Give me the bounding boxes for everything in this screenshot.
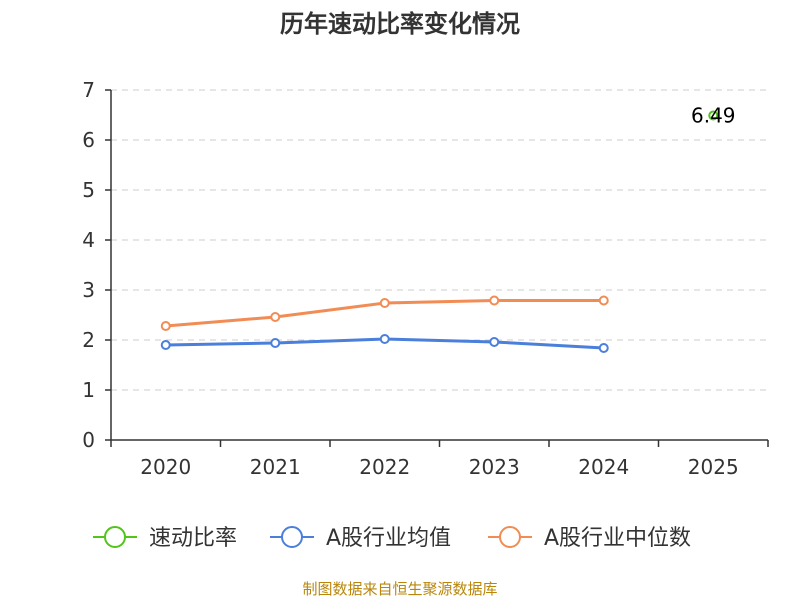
- y-tick-label: 5: [82, 178, 95, 202]
- series-2: [160, 334, 609, 353]
- y-tick-label: 2: [82, 328, 95, 352]
- axes: 0 1 2 3 4 5 6 7 2020 2021 2022 2023 2024 2025: [82, 78, 769, 479]
- data-point[interactable]: [489, 295, 500, 306]
- legend-marker: [281, 526, 303, 548]
- y-tick-label: 4: [82, 228, 95, 252]
- legend[interactable]: 速动比率 A股行业均值 A股行业中位数: [93, 526, 691, 551]
- legend-marker: [499, 526, 521, 548]
- data-point[interactable]: [270, 338, 281, 348]
- y-tick-label: 3: [82, 278, 95, 302]
- data-point[interactable]: [379, 298, 390, 308]
- legend-item-2[interactable]: A股行业均值: [270, 526, 451, 551]
- data-point[interactable]: [160, 321, 171, 331]
- chart-title: 历年速动比率变化情况: [280, 10, 520, 38]
- series-group: 6.49: [160, 104, 736, 353]
- y-tick-label: 1: [82, 378, 95, 402]
- legend-item-3[interactable]: A股行业中位数: [488, 526, 691, 551]
- source-note: 制图数据来自恒生聚源数据库: [302, 580, 498, 598]
- x-tick-label: 2021: [250, 455, 301, 479]
- data-point[interactable]: [160, 340, 171, 350]
- x-tick-label: 2022: [359, 455, 410, 479]
- series-3: [160, 295, 609, 331]
- data-label: 6.49: [691, 104, 736, 128]
- data-point[interactable]: [270, 312, 281, 322]
- x-tick-label: 2023: [469, 455, 520, 479]
- x-tick-label: 2025: [688, 455, 739, 479]
- data-point[interactable]: [598, 343, 609, 353]
- legend-label: A股行业均值: [326, 526, 451, 551]
- y-tick-label: 0: [82, 428, 95, 452]
- y-tick-label: 7: [82, 78, 95, 102]
- data-point[interactable]: [598, 295, 609, 306]
- legend-marker: [104, 526, 126, 548]
- data-point[interactable]: [708, 110, 719, 121]
- x-tick-label: 2024: [578, 455, 629, 479]
- data-point[interactable]: [489, 337, 500, 347]
- legend-label: 速动比率: [149, 526, 237, 551]
- y-tick-label: 6: [82, 128, 95, 152]
- x-tick-label: 2020: [140, 455, 191, 479]
- legend-label: A股行业中位数: [544, 526, 691, 551]
- legend-item-1[interactable]: 速动比率: [93, 526, 237, 551]
- series-1: 6.49: [691, 104, 736, 128]
- data-point[interactable]: [379, 334, 390, 344]
